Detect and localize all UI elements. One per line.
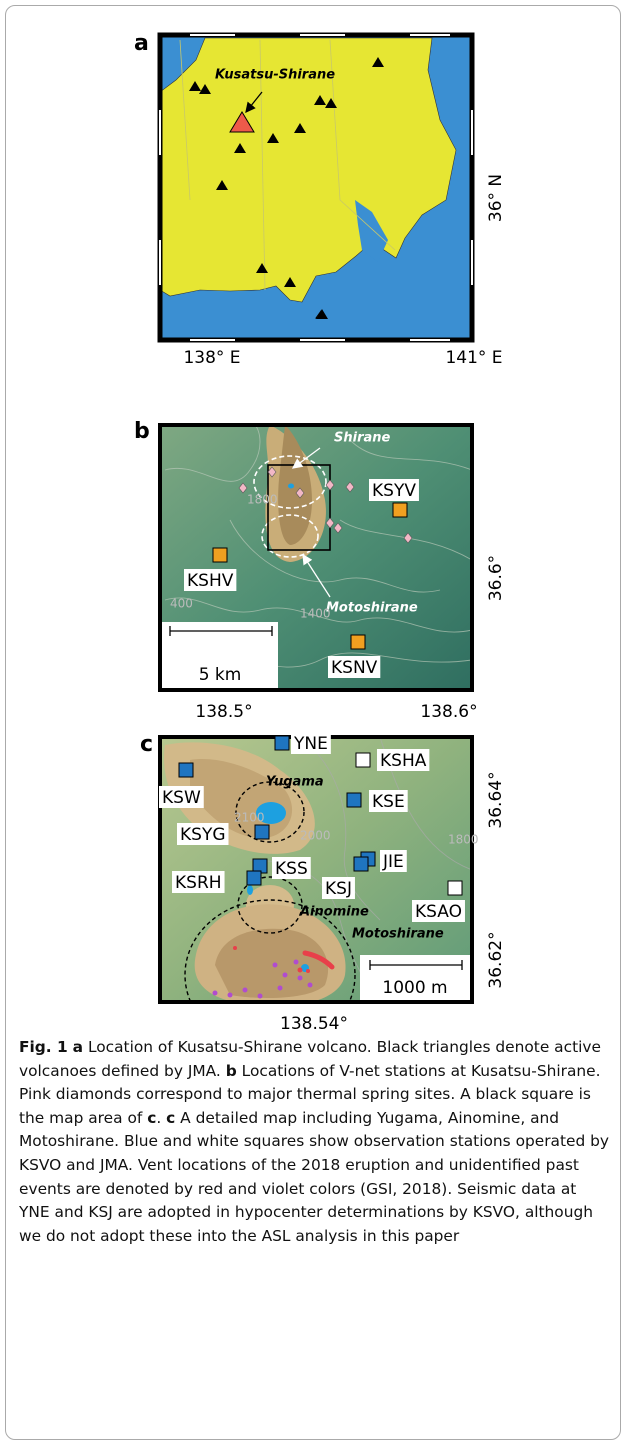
figure: a Kusatsu-Shirane 138° E 141° E 36° N b … [0, 0, 627, 1036]
panel-label: b [134, 419, 150, 444]
axis-label: 138.5° [195, 702, 252, 722]
caption: Fig. 1 a Location of Kusatsu-Shirane vol… [19, 1036, 611, 1248]
station-label: KSYV [372, 481, 416, 501]
station-label: KSHV [187, 571, 234, 591]
station-label: KSRH [175, 873, 222, 893]
station-marker [356, 753, 370, 767]
station-marker [213, 548, 227, 562]
station-marker [275, 736, 289, 750]
station-marker [255, 825, 269, 839]
station-marker [347, 793, 361, 807]
station-marker [448, 881, 462, 895]
station-label: JIE [382, 852, 404, 872]
station-marker [179, 763, 193, 777]
contour-label: 1400 [300, 607, 331, 621]
contour-label: 2100 [234, 811, 265, 825]
station-label: KSW [162, 788, 201, 808]
axis-label: 36.64° [486, 771, 506, 828]
station-marker [351, 635, 365, 649]
panel-label: a [134, 31, 149, 56]
station-label: KSYG [180, 825, 226, 845]
axis-label: 138.54° [280, 1014, 348, 1034]
panel-label: c [140, 732, 153, 757]
station-label: KSAO [415, 902, 462, 922]
panel-ref: c [147, 1109, 156, 1127]
axis-label: 36.6° [486, 555, 506, 601]
station-label: KSHA [380, 751, 427, 771]
station-marker [393, 503, 407, 517]
scale-label: 1000 m [382, 978, 447, 998]
axis-label: 36° N [486, 174, 506, 222]
axis-label: 141° E [445, 348, 502, 368]
station-label: KSJ [325, 879, 352, 899]
station-marker [247, 871, 261, 885]
panel-ref: a [73, 1038, 83, 1056]
axis-label: 138° E [183, 348, 240, 368]
axis-label: 138.6° [420, 702, 477, 722]
caption-text: . [156, 1109, 161, 1127]
panel-ref: c [166, 1109, 175, 1127]
station-label: KSS [275, 859, 308, 879]
figure-label: Fig. 1 [19, 1038, 68, 1056]
station-label: YNE [293, 734, 328, 754]
annotation: Motoshirane [326, 601, 418, 616]
map-b [160, 425, 472, 690]
annotation: Shirane [334, 431, 391, 446]
station-marker [354, 857, 368, 871]
station-label: KSNV [331, 658, 378, 678]
annotation: Ainomine [299, 905, 369, 920]
annotation: Kusatsu-Shirane [215, 68, 335, 83]
page: a Kusatsu-Shirane 138° E 141° E 36° N b … [0, 0, 627, 1451]
annotation: Motoshirane [352, 927, 444, 942]
station-label: KSE [372, 792, 405, 812]
caption-text: A detailed map including Yugama, Ainomin… [19, 1109, 609, 1245]
annotation: Yugama [266, 775, 324, 790]
contour-label: 1800 [448, 833, 479, 847]
contour-label: 2000 [300, 829, 331, 843]
panel-ref: b [226, 1062, 237, 1080]
contour-label: 1800 [247, 493, 278, 507]
contour-label: 400 [170, 597, 193, 611]
axis-label: 36.62° [486, 931, 506, 988]
scale-label: 5 km [199, 665, 242, 685]
